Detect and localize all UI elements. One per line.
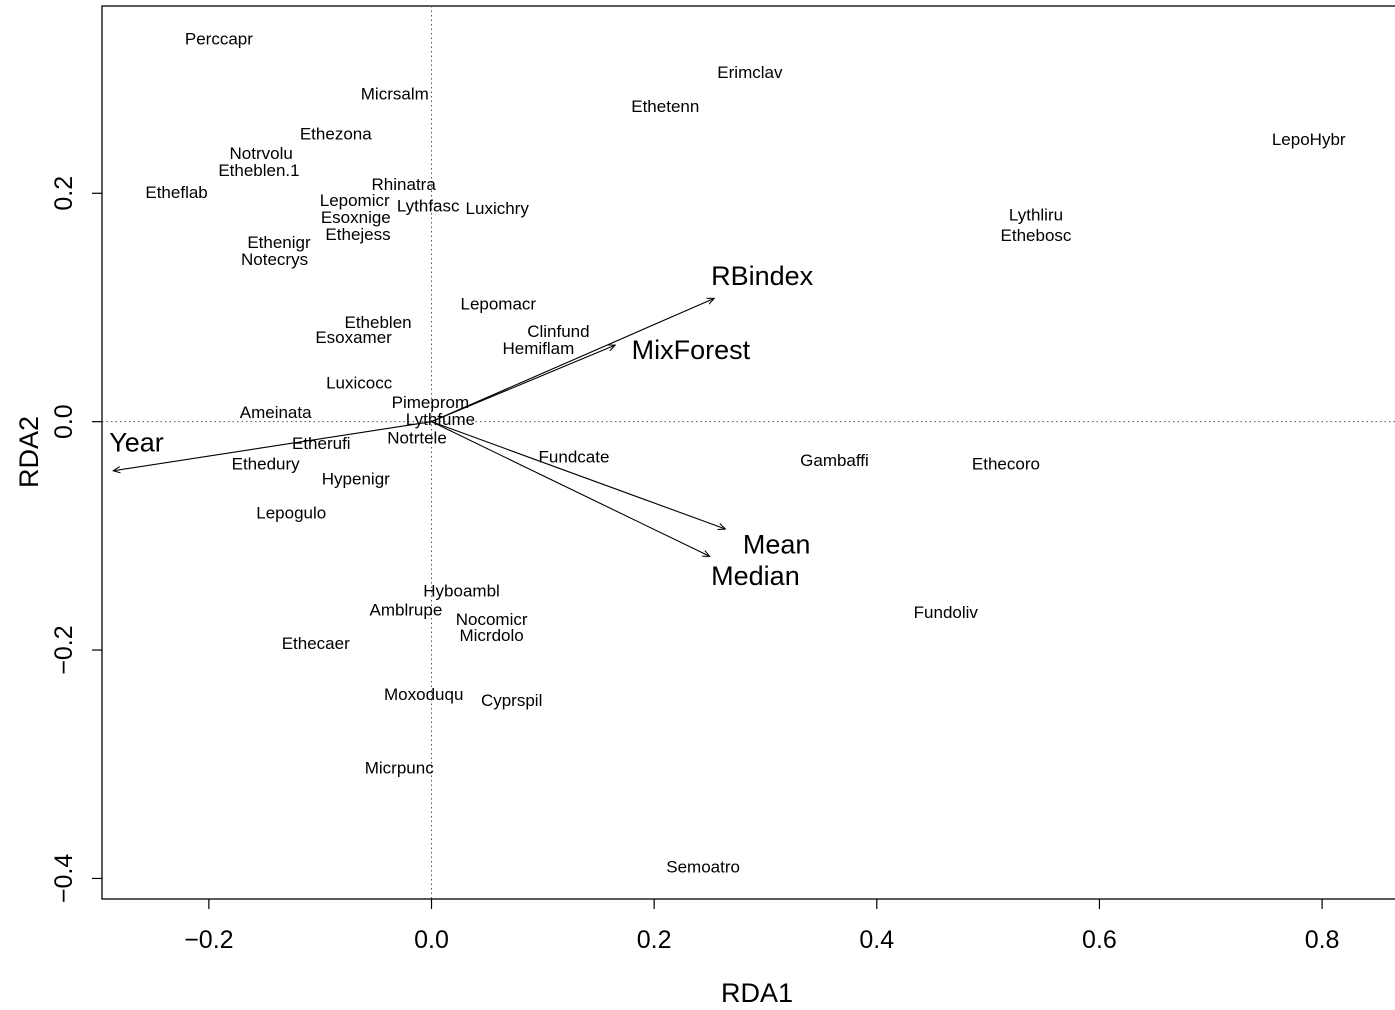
species-label: Etherufi: [292, 434, 351, 453]
vector-label-year: Year: [109, 428, 164, 458]
species-label: Notecrys: [241, 250, 308, 269]
vector-arrow-year: [113, 421, 432, 471]
x-tick-label: 0.6: [1082, 926, 1117, 954]
y-tick-label: −0.4: [50, 854, 78, 903]
vector-label-mixforest: MixForest: [632, 335, 751, 365]
species-label: Micrdolo: [459, 626, 523, 645]
species-label: Lythfasc: [397, 196, 460, 215]
species-label: Pimeprom: [392, 393, 469, 412]
vector-label-median: Median: [711, 561, 800, 591]
species-label: Luxicocc: [326, 373, 393, 392]
species-label: Fundoliv: [914, 603, 979, 622]
species-label: Luxichry: [466, 199, 530, 218]
species-label: Notrtele: [387, 428, 447, 447]
x-tick-label: 0.2: [637, 926, 672, 954]
species-label: Ethetenn: [631, 97, 699, 116]
species-label: Lythliru: [1009, 206, 1063, 225]
species-label: Moxoduqu: [384, 685, 463, 704]
species-label: Clinfund: [527, 322, 589, 341]
species-label: Cyprspil: [481, 691, 542, 710]
species-label: Ethebosc: [1001, 226, 1072, 245]
y-axis: −0.4 −0.2 0.0 0.2: [50, 176, 102, 903]
plot-frame: [101, 5, 1395, 900]
species-label: Hypenigr: [322, 469, 390, 488]
species-label: Hemiflam: [502, 339, 574, 358]
species-label: Etheblen: [345, 313, 412, 332]
species-label: Ethedury: [232, 455, 301, 474]
species-label: Lepomicr: [320, 191, 390, 210]
species-label: Gambaffi: [800, 451, 869, 470]
vector-arrow-mixforest: [431, 345, 616, 423]
species-label: Ethecaer: [282, 634, 350, 653]
species-label: Etheblen.1: [218, 161, 299, 180]
species-label: Rhinatra: [372, 175, 437, 194]
species-label: Lepogulo: [256, 504, 326, 523]
species-label: LepoHybr: [1272, 130, 1346, 149]
species-label: Semoatro: [666, 858, 740, 877]
y-axis-title: RDA2: [14, 416, 44, 488]
species-label: Lythfume: [406, 410, 475, 429]
species-label: Perccapr: [185, 30, 253, 49]
species-label: Hyboambl: [423, 581, 500, 600]
vector-arrow-mean: [431, 421, 726, 529]
y-tick-label: 0.0: [50, 404, 78, 439]
species-label: Esoxamer: [315, 328, 392, 347]
reference-lines: [102, 6, 1395, 899]
species-label: Etheflab: [145, 183, 207, 202]
species-label: Amblrupe: [370, 601, 443, 620]
species-label: Ethezona: [300, 125, 372, 144]
species-label: Notrvolu: [230, 144, 293, 163]
x-axis: −0.2 0.0 0.2 0.4 0.6 0.8: [184, 899, 1339, 954]
y-tick-label: 0.2: [50, 176, 78, 211]
x-tick-label: 0.4: [859, 926, 894, 954]
species-label: Nocomicr: [456, 610, 528, 629]
x-tick-label: −0.2: [184, 926, 233, 954]
species-label: Ameinata: [240, 403, 312, 422]
vector-label-mean: Mean: [743, 529, 811, 559]
species-label: Erimclav: [717, 63, 783, 82]
x-axis-title: RDA1: [721, 978, 793, 1008]
species-label: Lepomacr: [460, 295, 536, 314]
species-label: Ethecoro: [972, 455, 1040, 474]
species-label: Ethenigr: [247, 233, 311, 252]
species-label: Ethejess: [325, 225, 390, 244]
vector-label-rbindex: RBindex: [711, 261, 814, 291]
x-tick-label: 0.0: [414, 926, 449, 954]
species-label: Micrsalm: [361, 85, 429, 104]
x-tick-label: 0.8: [1305, 926, 1340, 954]
species-label: Esoxnige: [321, 208, 391, 227]
vector-arrow-median: [431, 421, 710, 557]
vector-arrow-rbindex: [431, 298, 715, 423]
y-tick-label: −0.2: [50, 625, 78, 674]
species-label: Micrpunc: [365, 758, 434, 777]
species-label: Fundcate: [539, 448, 610, 467]
species-labels: Perccapr Micrsalm Erimclav Ethetenn Ethezona…: [145, 30, 1346, 877]
